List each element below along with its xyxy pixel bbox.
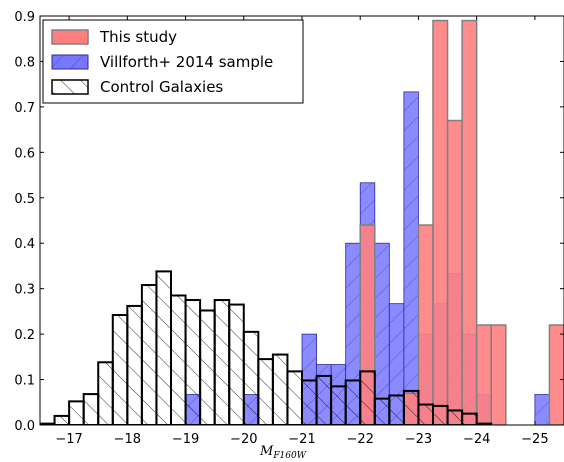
bar-control-galaxies-4 xyxy=(97,361,114,425)
bar-control-galaxies-26 xyxy=(417,403,435,425)
legend-label-control: Control Galaxies xyxy=(100,78,223,96)
legend-label-this-study: This study xyxy=(99,28,177,46)
y-tick-label: 0.8 xyxy=(14,55,35,70)
series-this-study xyxy=(359,19,564,425)
bar-control-galaxies-27 xyxy=(432,404,449,425)
y-tick-label: 0.6 xyxy=(14,146,35,161)
bar-this-study-3 xyxy=(432,19,449,425)
x-axis-label-text: MF160W xyxy=(259,444,307,461)
y-tick-label: 0.7 xyxy=(14,101,35,116)
bar-control-galaxies-22 xyxy=(359,370,376,425)
y-tick-label: 0.9 xyxy=(14,10,35,25)
bar-control-galaxies-8 xyxy=(155,270,172,425)
bar-control-galaxies-7 xyxy=(140,284,158,425)
bar-control-galaxies-9 xyxy=(170,294,187,425)
ticks-layer: 0.0 0.1 0.2 0.3 0.4 0.5 0.6 0.7 0.8 0.9 −17 −18 −19 −… xyxy=(14,10,564,447)
bar-control-galaxies-23 xyxy=(373,397,391,425)
bar-control-galaxies-6 xyxy=(126,304,143,425)
bar-control-galaxies-18 xyxy=(301,379,318,425)
bar-control-galaxies-17 xyxy=(286,370,304,425)
x-axis-label-main: M xyxy=(259,444,274,459)
bar-this-study-5 xyxy=(461,19,478,425)
legend-swatch-control-hatch xyxy=(52,80,88,94)
x-axis-label-subscript: F160W xyxy=(272,451,306,461)
legend-item-control: Control Galaxies xyxy=(51,78,223,96)
bar-control-galaxies-1 xyxy=(53,414,71,425)
bar-control-galaxies-11 xyxy=(199,309,216,425)
x-axis-label: MF160W xyxy=(259,444,307,461)
bar-villforth-2014-sample-15-hatch xyxy=(534,394,550,425)
bar-control-galaxies-14 xyxy=(242,330,260,425)
legend-item-villforth: Villforth+ 2014 sample xyxy=(51,53,273,71)
y-tick-label: 0.0 xyxy=(14,419,35,434)
bar-control-galaxies-2 xyxy=(68,400,85,425)
y-tick-label: 0.1 xyxy=(14,374,35,389)
bar-control-galaxies-28 xyxy=(446,409,464,425)
bar-control-galaxies-15 xyxy=(257,358,274,425)
bar-control-galaxies-29 xyxy=(461,412,478,425)
bar-this-study-8 xyxy=(548,324,564,425)
bar-this-study-6 xyxy=(475,324,492,425)
y-tick-label: 0.3 xyxy=(14,283,35,298)
x-tick-label: −21 xyxy=(288,432,315,447)
bar-control-galaxies-10 xyxy=(184,299,202,425)
bar-control-galaxies-16 xyxy=(271,353,289,425)
x-tick-label: −19 xyxy=(172,432,199,447)
bar-control-galaxies-24 xyxy=(388,394,405,425)
bar-control-galaxies-21 xyxy=(344,379,362,425)
x-tick-label: −17 xyxy=(55,432,82,447)
bar-villforth-2014-sample-9-hatch xyxy=(403,91,419,425)
y-tick-label: 0.5 xyxy=(14,192,35,207)
bar-this-study-2 xyxy=(417,224,434,425)
legend-label-villforth: Villforth+ 2014 sample xyxy=(100,53,273,71)
legend: This study Villforth+ 2014 sample Contro… xyxy=(42,19,304,104)
bar-control-galaxies-13 xyxy=(228,303,245,425)
bar-control-galaxies-25 xyxy=(402,389,420,425)
bar-control-galaxies-19 xyxy=(315,374,333,425)
x-tick-label: −24 xyxy=(463,432,490,447)
legend-swatch-villforth-hatch xyxy=(52,55,88,69)
y-tick-label: 0.4 xyxy=(14,237,35,252)
bar-control-galaxies-5 xyxy=(111,314,129,425)
x-tick-label: −25 xyxy=(521,432,548,447)
bar-control-galaxies-3 xyxy=(82,393,100,425)
legend-swatch-this-study xyxy=(51,29,89,45)
x-tick-label: −20 xyxy=(230,432,257,447)
x-tick-label: −18 xyxy=(114,432,141,447)
bar-this-study-7 xyxy=(490,324,507,425)
bar-this-study-4 xyxy=(446,119,463,425)
legend-item-this-study: This study xyxy=(51,28,177,46)
y-tick-label: 0.2 xyxy=(14,328,35,343)
x-tick-label: −23 xyxy=(405,432,432,447)
bar-villforth-2014-sample-7-hatch xyxy=(374,243,390,425)
bar-control-galaxies-12 xyxy=(213,299,231,425)
bar-control-galaxies-20 xyxy=(330,385,347,425)
x-tick-label: −22 xyxy=(347,432,374,447)
